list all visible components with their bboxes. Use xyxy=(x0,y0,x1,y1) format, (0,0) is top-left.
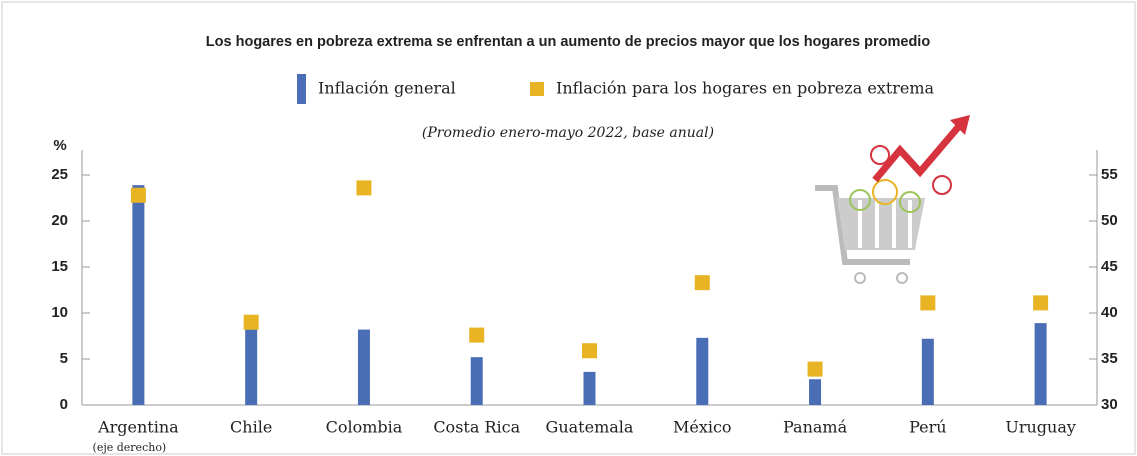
x-tick-label: Argentina xyxy=(97,418,179,437)
bar xyxy=(696,337,709,405)
legend-swatch xyxy=(297,74,306,104)
y2-tick-label: 45 xyxy=(1101,258,1118,275)
y2-tick-label: 50 xyxy=(1101,212,1118,229)
x-tick-label: Panamá xyxy=(783,418,848,437)
x-tick-label: Guatemala xyxy=(546,418,634,437)
bar xyxy=(245,329,258,405)
marker xyxy=(356,180,372,196)
category-note: (eje derecho) xyxy=(93,441,167,454)
y-axis-label: % xyxy=(53,137,66,154)
marker xyxy=(243,314,259,330)
y-tick-label: 10 xyxy=(51,304,68,321)
cart-icon xyxy=(815,115,970,284)
y2-tick-label: 40 xyxy=(1101,304,1118,321)
y-tick-label: 25 xyxy=(51,166,68,183)
x-tick-label: Costa Rica xyxy=(433,418,520,437)
chart-title: Los hogares en pobreza extrema se enfren… xyxy=(206,34,931,50)
bar xyxy=(583,371,596,405)
y-tick-label: 0 xyxy=(60,396,68,413)
y2-tick-label: 55 xyxy=(1101,166,1118,183)
marker xyxy=(920,295,936,311)
bar xyxy=(809,379,822,405)
marker xyxy=(130,187,146,203)
x-tick-label: Perú xyxy=(909,418,946,437)
marker xyxy=(582,343,597,359)
bar xyxy=(132,185,145,405)
bar xyxy=(1034,323,1047,405)
y-tick-label: 15 xyxy=(51,258,68,275)
bar xyxy=(470,357,483,405)
x-tick-label: Chile xyxy=(230,418,272,437)
y2-tick-label: 30 xyxy=(1101,396,1118,413)
marker xyxy=(1033,295,1049,311)
marker xyxy=(694,275,710,291)
legend-label: Inflación para los hogares en pobreza ex… xyxy=(556,79,935,98)
y-tick-label: 5 xyxy=(60,350,68,367)
legend-label: Inflación general xyxy=(318,79,456,98)
bar xyxy=(357,329,370,405)
bar xyxy=(921,338,934,405)
marker xyxy=(469,327,485,343)
legend-swatch xyxy=(530,82,544,96)
x-tick-label: Colombia xyxy=(326,418,403,437)
y-tick-label: 20 xyxy=(51,212,68,229)
x-tick-label: Uruguay xyxy=(1005,418,1076,437)
marker xyxy=(807,361,823,377)
x-tick-label: México xyxy=(673,418,732,437)
subtitle: (Promedio enero-mayo 2022, base anual) xyxy=(422,125,714,141)
y2-tick-label: 35 xyxy=(1101,350,1118,367)
